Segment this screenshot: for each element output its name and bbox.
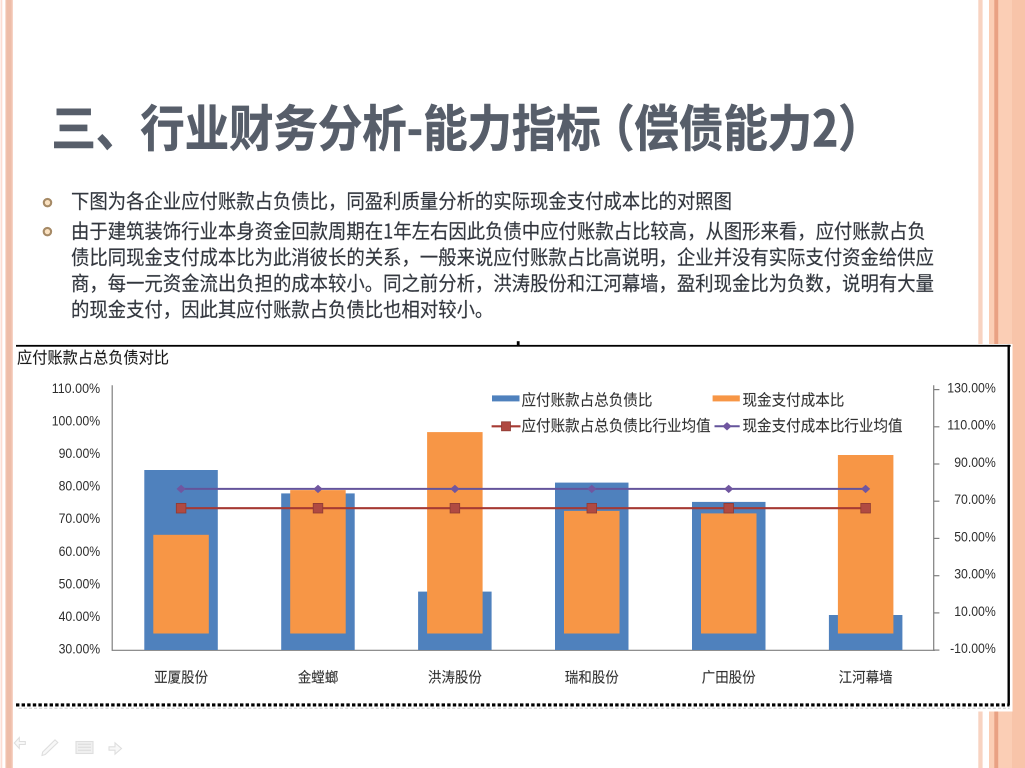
- svg-text:10.00%: 10.00%: [954, 604, 996, 619]
- svg-text:50.00%: 50.00%: [954, 529, 996, 544]
- svg-text:100.00%: 100.00%: [52, 414, 101, 429]
- svg-text:90.00%: 90.00%: [59, 446, 101, 461]
- svg-text:-10.00%: -10.00%: [950, 641, 996, 656]
- svg-text:130.00%: 130.00%: [947, 381, 996, 396]
- svg-text:60.00%: 60.00%: [59, 544, 101, 559]
- svg-text:40.00%: 40.00%: [59, 609, 101, 624]
- svg-text:110.00%: 110.00%: [52, 381, 101, 396]
- svg-text:70.00%: 70.00%: [59, 511, 101, 526]
- svg-text:70.00%: 70.00%: [954, 492, 996, 507]
- svg-text:80.00%: 80.00%: [59, 479, 101, 494]
- svg-text:30.00%: 30.00%: [59, 642, 101, 657]
- svg-text:110.00%: 110.00%: [947, 418, 996, 433]
- svg-text:30.00%: 30.00%: [954, 567, 996, 582]
- svg-text:90.00%: 90.00%: [954, 455, 996, 470]
- svg-text:50.00%: 50.00%: [59, 576, 101, 591]
